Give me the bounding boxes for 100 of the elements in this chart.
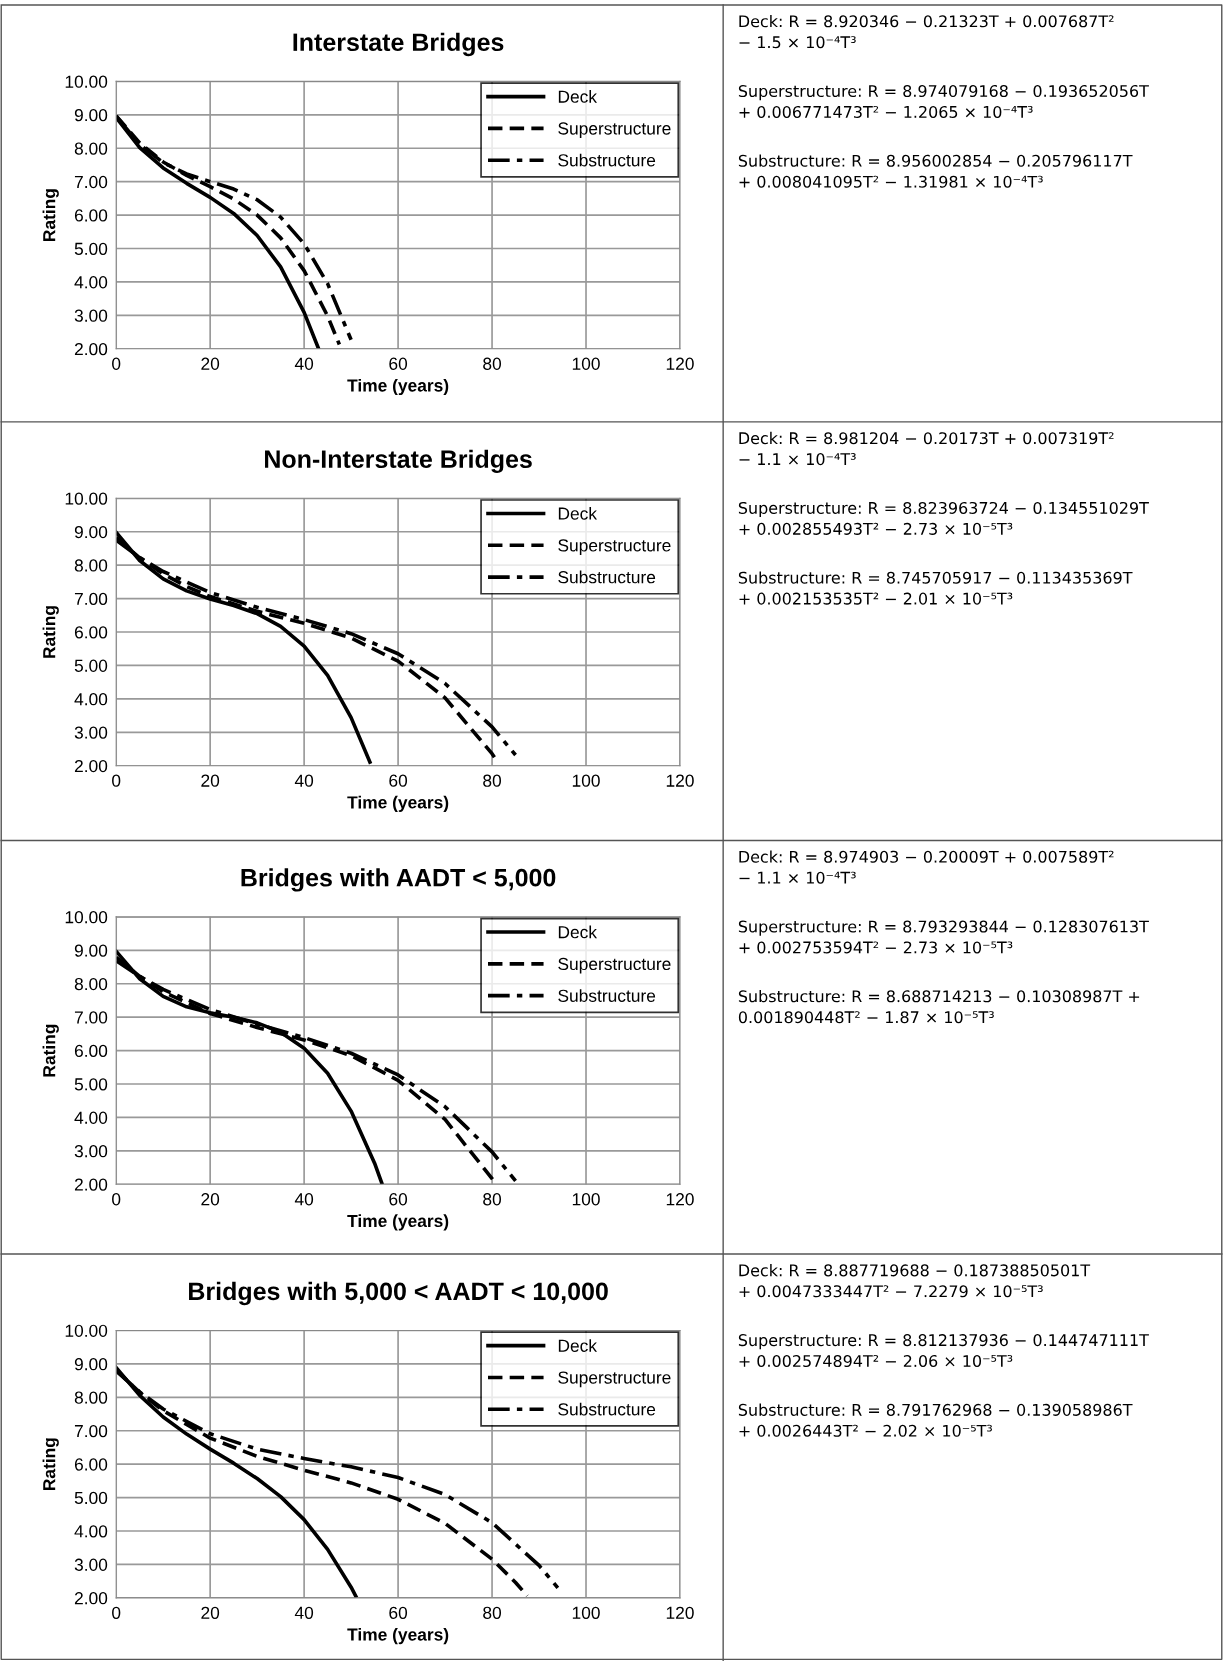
y-tick-label: 6.00 (74, 209, 108, 222)
text: Superstructure: R = 8.823963724 − 0.134551029T + 0.002855493T² − 2.73 × 10⁻⁵T³ (738, 501, 1149, 535)
x-tick-label: 100 (572, 1606, 600, 1619)
y-tick-label: 4.00 (74, 1525, 108, 1538)
y-tick-label: 5.00 (74, 659, 108, 672)
y-tick-label: 5.00 (74, 242, 108, 255)
y-tick-label: 5.00 (74, 1078, 108, 1091)
y-tick-label: 7.00 (74, 1011, 108, 1024)
x-tick-label: 120 (666, 1193, 694, 1206)
x-tick-label: 60 (389, 1193, 408, 1206)
y-tick-label: 9.00 (74, 108, 108, 122)
legend-label: Deck (558, 90, 598, 103)
x-tick-label: 20 (201, 1606, 220, 1619)
chart-title: Non-Interstate Bridges (265, 449, 532, 474)
legend-label: Deck (558, 925, 598, 939)
x-tick-label: 20 (201, 774, 220, 787)
x-tick-label: 120 (666, 1606, 694, 1619)
y-tick-label: 10.00 (65, 911, 108, 924)
y-axis-title: Rating (42, 189, 59, 241)
y-tick-label: 2.00 (74, 1178, 108, 1191)
y-tick-label: 3.00 (74, 1558, 108, 1571)
y-tick-label: 7.00 (74, 175, 108, 189)
x-axis-title: Time (years) (347, 1627, 449, 1645)
x-axis-title: Time (years) (347, 378, 449, 396)
y-tick-label: 8.00 (74, 1391, 108, 1404)
x-tick-label: 20 (201, 357, 220, 370)
text: Superstructure: R = 8.812137936 − 0.144747111T + 0.002574894T² − 2.06 × 10⁻⁵T³ (738, 1334, 1149, 1368)
x-tick-label: 40 (294, 774, 314, 787)
x-tick-label: 100 (572, 357, 600, 370)
x-tick-label: 60 (389, 1606, 408, 1619)
text: Deck: R = 8.974903 − 0.20009T + 0.007589T² − 1.1 × 10⁻⁴T³ (739, 850, 1114, 884)
x-tick-label: 80 (483, 774, 502, 787)
y-tick-label: 8.00 (74, 142, 108, 155)
x-tick-label: 120 (666, 774, 694, 787)
y-tick-label: 2.00 (74, 342, 108, 356)
legend-label: Substructure (558, 1402, 656, 1416)
y-tick-label: 7.00 (74, 1424, 108, 1438)
text: Substructure: R = 8.745705917 − 0.113435369T + 0.002153535T² − 2.01 × 10⁻⁵T³ (738, 571, 1133, 605)
y-tick-label: 6.00 (74, 626, 108, 639)
x-tick-label: 60 (389, 357, 408, 370)
legend-label: Deck (558, 506, 598, 520)
x-tick-label: 80 (483, 357, 502, 370)
legend-label: Superstructure (558, 122, 671, 139)
y-tick-label: 2.00 (74, 759, 108, 773)
text: Substructure: R = 8.956002854 − 0.205796117T + 0.008041095T² − 1.31981 × 10⁻⁴T³ (738, 154, 1133, 188)
x-tick-label: 60 (389, 774, 408, 787)
x-tick-label: 20 (201, 1193, 220, 1206)
legend-label: Substructure (558, 989, 656, 1002)
y-tick-label: 4.00 (74, 1111, 108, 1124)
chart-title: Bridges with AADT < 5,000 (241, 868, 556, 892)
x-axis-title: Time (years) (347, 1214, 449, 1231)
text: Substructure: R = 8.688714213 − 0.10308987T + 0.001890448T² − 1.87 × 10⁻⁵T³ (738, 989, 1140, 1024)
y-tick-label: 4.00 (74, 276, 108, 289)
x-tick-label: 0 (112, 1606, 121, 1619)
y-tick-label: 5.00 (74, 1491, 108, 1505)
x-tick-label: 80 (483, 1606, 502, 1619)
y-tick-label: 3.00 (74, 1145, 108, 1158)
y-tick-label: 9.00 (74, 525, 108, 539)
x-tick-label: 0 (112, 774, 121, 787)
legend-label: Superstructure (558, 1371, 671, 1388)
x-tick-label: 40 (294, 357, 314, 370)
text: Substructure: R = 8.791762968 − 0.139058986T + 0.0026443T² − 2.02 × 10⁻⁵T³ (738, 1403, 1133, 1437)
legend-label: Substructure (558, 153, 656, 167)
y-tick-label: 8.00 (74, 559, 108, 572)
y-tick-label: 9.00 (74, 944, 108, 957)
text: Deck: R = 8.981204 − 0.20173T + 0.007319T² − 1.1 × 10⁻⁴T³ (739, 431, 1114, 466)
chart-title: Interstate Bridges (293, 32, 504, 57)
y-tick-label: 7.00 (74, 592, 108, 606)
y-tick-label: 2.00 (74, 1592, 108, 1605)
x-axis-title: Time (years) (347, 795, 449, 812)
x-tick-label: 40 (294, 1606, 314, 1619)
text: Deck: R = 8.920346 − 0.21323T + 0.007687T² − 1.5 × 10⁻⁴T³ (739, 14, 1114, 49)
legend-label: Substructure (558, 570, 656, 584)
y-tick-label: 3.00 (74, 726, 108, 739)
legend-label: Deck (558, 1339, 598, 1352)
y-tick-label: 4.00 (74, 693, 108, 706)
y-tick-label: 3.00 (74, 309, 108, 322)
y-tick-label: 6.00 (74, 1458, 108, 1471)
y-tick-label: 6.00 (74, 1044, 108, 1058)
x-tick-label: 120 (666, 357, 694, 370)
x-tick-label: 80 (483, 1193, 502, 1206)
y-tick-label: 9.00 (74, 1358, 108, 1371)
y-tick-label: 10.00 (65, 492, 108, 505)
x-tick-label: 100 (572, 774, 600, 787)
y-axis-title: Rating (42, 1024, 59, 1077)
y-axis-title: Rating (42, 606, 59, 658)
y-tick-label: 10.00 (65, 75, 108, 88)
x-tick-label: 0 (112, 357, 121, 370)
x-tick-label: 0 (112, 1193, 121, 1206)
y-tick-label: 8.00 (74, 977, 108, 991)
text: Superstructure: R = 8.793293844 − 0.128307613T + 0.002753594T² − 2.73 × 10⁻⁵T³ (738, 920, 1149, 954)
y-tick-label: 10.00 (65, 1324, 108, 1337)
x-tick-label: 40 (294, 1193, 314, 1206)
x-tick-label: 100 (572, 1193, 600, 1206)
legend-label: Superstructure (558, 957, 671, 974)
legend-label: Superstructure (558, 539, 671, 555)
text: Deck: R = 8.887719688 − 0.18738850501T + 0.0047333447T² − 7.2279 × 10⁻⁵T³ (739, 1264, 1091, 1298)
y-axis-title: Rating (42, 1438, 59, 1491)
text: Superstructure: R = 8.974079168 − 0.193652056T + 0.006771473T² − 1.2065 × 10⁻⁴T³ (738, 84, 1149, 118)
chart-title: Bridges with 5,000 < AADT < 10,000 (189, 1281, 608, 1306)
